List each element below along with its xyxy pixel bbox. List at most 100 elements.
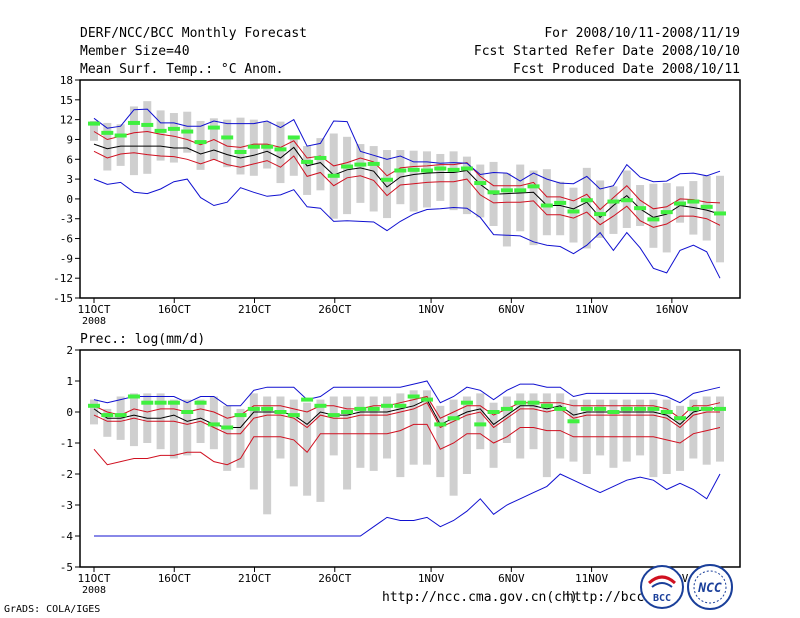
member-spread-bar bbox=[303, 146, 312, 195]
y-tick-label: 18 bbox=[60, 74, 73, 87]
lower-inner-line bbox=[93, 150, 721, 228]
member-spread-bar bbox=[343, 396, 352, 490]
x-tick-label: 26OCT bbox=[318, 303, 351, 316]
member-spread-bar bbox=[462, 156, 471, 215]
member-spread-bar bbox=[516, 164, 525, 232]
member-spread-bar bbox=[636, 185, 645, 226]
y-tick-label: -3 bbox=[60, 213, 73, 226]
x-tick-label: 1NOV bbox=[418, 303, 445, 316]
y-tick-label: -3 bbox=[60, 499, 73, 512]
x-tick-label: 1NOV bbox=[418, 572, 445, 585]
member-spread-bar bbox=[449, 151, 458, 211]
member-spread-bar bbox=[103, 408, 112, 437]
produced-date-label: Fcst Produced Date 2008/10/11 bbox=[513, 62, 740, 77]
x-tick-label: 11NOV bbox=[575, 572, 608, 585]
y-tick-label: 0 bbox=[66, 406, 73, 419]
y-tick-label: -9 bbox=[60, 252, 73, 265]
member-spread-bar bbox=[129, 106, 138, 176]
y-tick-label: -5 bbox=[60, 561, 73, 574]
member-spread-bar bbox=[662, 399, 671, 474]
x-tick-label: 21OCT bbox=[238, 572, 271, 585]
ncc-logo-icon: NCC bbox=[687, 564, 733, 610]
member-spread-bar bbox=[649, 183, 658, 248]
lower-inner-red-line bbox=[93, 423, 721, 466]
member-spread-bar bbox=[356, 396, 365, 468]
member-spread-bar bbox=[609, 399, 618, 468]
member-spread-bar bbox=[569, 399, 578, 462]
member-spread-bar bbox=[422, 151, 431, 208]
y-tick-label: 12 bbox=[60, 114, 73, 127]
lower-outer-line bbox=[94, 473, 721, 537]
y-tick-label: 1 bbox=[66, 375, 73, 388]
member-spread-bar bbox=[383, 150, 392, 219]
member-spread-bar bbox=[636, 399, 645, 456]
bcc-url-link[interactable]: http://bcc.c bbox=[566, 590, 660, 605]
upper-inner-line bbox=[93, 395, 721, 419]
lower-inner-line bbox=[93, 402, 720, 435]
ensemble-mean-line bbox=[93, 143, 721, 219]
x-tick-label: 6NOV bbox=[498, 572, 525, 585]
member-spread-bar bbox=[596, 399, 605, 456]
started-date-label: Fcst Started Refer Date 2008/10/10 bbox=[473, 44, 740, 59]
member-spread-bar bbox=[90, 399, 98, 425]
upper-outer-line bbox=[93, 108, 721, 190]
member-spread-bar bbox=[662, 183, 671, 253]
member-spread-bar bbox=[556, 393, 565, 459]
member-spread-bar bbox=[649, 399, 658, 478]
x-tick-label: 11NOV bbox=[575, 303, 608, 316]
x-tick-label: 26OCT bbox=[318, 572, 351, 585]
x-tick-label: 11OCT bbox=[77, 572, 110, 585]
member-spread-bar bbox=[169, 399, 178, 459]
member-spread-bar bbox=[236, 408, 245, 468]
member-spread-bar bbox=[223, 405, 232, 471]
upper-outer-line bbox=[93, 380, 721, 407]
y-tick-label: -4 bbox=[60, 530, 74, 543]
member-spread-bar bbox=[462, 396, 471, 474]
variable-label: Mean Surf. Temp.: °C Anom. bbox=[80, 62, 284, 77]
y-tick-label: 15 bbox=[60, 94, 73, 107]
member-spread-bar bbox=[529, 393, 538, 450]
y-tick-label: -6 bbox=[60, 233, 73, 246]
member-spread-bar bbox=[716, 396, 724, 462]
member-spread-bar bbox=[689, 399, 698, 459]
member-spread-bar bbox=[183, 399, 192, 456]
y-tick-label: -15 bbox=[53, 292, 73, 305]
member-spread-bar bbox=[489, 402, 498, 468]
member-spread-bar bbox=[129, 393, 138, 447]
y-tick-label: -2 bbox=[60, 468, 73, 481]
ncc-url-link[interactable]: http://ncc.cma.gov.cn(ch) bbox=[382, 590, 578, 605]
member-spread-bar bbox=[116, 124, 125, 166]
member-spread-bar bbox=[476, 393, 485, 450]
member-spread-bar bbox=[223, 119, 232, 168]
period-label: For 2008/10/11-2008/11/19 bbox=[544, 26, 740, 41]
member-spread-bar bbox=[343, 136, 352, 215]
member-spread-bar bbox=[516, 393, 525, 459]
x-tick-label: 11OCT bbox=[77, 303, 110, 316]
member-spread-bar bbox=[476, 164, 485, 218]
member-spread-bar bbox=[169, 113, 178, 163]
bcc-logo-icon: BCC bbox=[640, 565, 684, 609]
member-spread-bar bbox=[263, 396, 272, 515]
member-spread-bar bbox=[556, 181, 565, 236]
member-spread-bar bbox=[143, 101, 152, 174]
member-spread-bar bbox=[90, 120, 98, 141]
member-spread-bar bbox=[276, 121, 285, 184]
member-spread-bar bbox=[449, 399, 458, 496]
member-spread-bar bbox=[716, 175, 724, 263]
x-year-label: 2008 bbox=[82, 316, 106, 327]
x-tick-label: 21OCT bbox=[238, 303, 271, 316]
y-tick-label: 3 bbox=[66, 173, 73, 186]
member-spread-bar bbox=[369, 146, 378, 212]
member-spread-bar bbox=[609, 186, 618, 234]
member-spread-bar bbox=[196, 120, 205, 170]
bcc-logo-text: BCC bbox=[653, 593, 671, 604]
x-tick-label: 16NOV bbox=[655, 303, 688, 316]
y-tick-label: 9 bbox=[66, 133, 73, 146]
x-year-label: 2008 bbox=[82, 585, 106, 596]
panel-1-frame bbox=[79, 79, 741, 299]
member-spread-bar bbox=[409, 390, 418, 465]
member-size-label: Member Size=40 bbox=[80, 44, 190, 59]
member-spread-bar bbox=[396, 393, 405, 478]
member-spread-bar bbox=[436, 153, 445, 201]
